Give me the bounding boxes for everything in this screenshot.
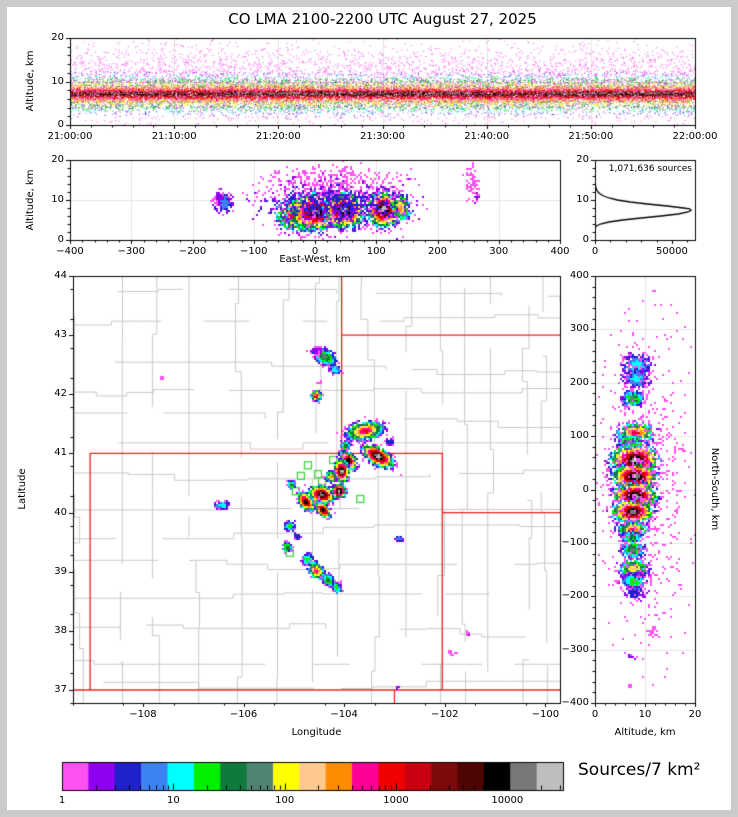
tick-label: 21:00:00 <box>47 131 93 142</box>
tick-label: 1 <box>58 795 66 806</box>
tick-label: −106 <box>229 709 258 720</box>
tick-label: 0 <box>57 234 64 245</box>
tick-label: −300 <box>561 643 589 655</box>
map-x-axis-label: Longitude <box>291 727 342 738</box>
tick-label: −102 <box>431 709 459 720</box>
tick-label: 21:50:00 <box>568 131 614 142</box>
tick-label: 10 <box>638 709 652 720</box>
time-height-y-axis-label: Altitude, km <box>25 50 36 112</box>
tick-label: 20 <box>51 154 64 165</box>
tick-label: 22:00:00 <box>672 131 718 142</box>
tick-label: 21:10:00 <box>151 131 197 142</box>
tick-label: 38 <box>54 624 67 636</box>
tick-label: 39 <box>54 565 67 577</box>
tick-label: 0 <box>591 246 599 257</box>
tick-label: −104 <box>330 709 358 720</box>
tick-label: 10 <box>576 194 589 205</box>
tick-label: 50000 <box>656 246 688 257</box>
tick-label: 0 <box>582 483 589 495</box>
tick-label: 200 <box>569 376 589 388</box>
tick-label: −400 <box>561 697 589 708</box>
ew-panel-y-axis-label: Altitude, km <box>25 169 36 231</box>
tick-label: −200 <box>178 246 207 257</box>
tick-label: 21:40:00 <box>464 131 510 142</box>
tick-label: −100 <box>531 709 560 720</box>
tick-label: −200 <box>561 590 589 602</box>
tick-label: 10 <box>51 194 64 205</box>
tick-label: 400 <box>550 246 570 257</box>
source-count-annotation: 1,071,636 sources <box>608 164 692 174</box>
tick-label: 0 <box>311 246 319 257</box>
tick-label: 300 <box>489 246 509 257</box>
ns-panel-x-axis-label: Altitude, km <box>614 727 676 738</box>
tick-label: 20 <box>576 154 589 165</box>
ns-panel-y-axis-label: North-South, km <box>709 447 720 531</box>
tick-label: 100 <box>569 430 589 442</box>
tick-label: 10 <box>166 795 180 806</box>
tick-label: 300 <box>569 323 589 335</box>
tick-label: 10 <box>51 75 64 87</box>
ew-panel-x-axis-label: East-West, km <box>279 254 351 265</box>
figure-title: CO LMA 2100-2200 UTC August 27, 2025 <box>228 10 537 28</box>
tick-label: −400 <box>56 246 84 257</box>
tick-label: 44 <box>54 270 67 281</box>
tick-label: 43 <box>54 329 67 341</box>
tick-label: 0 <box>591 709 599 720</box>
tick-label: 21:20:00 <box>255 131 301 142</box>
tick-label: 200 <box>427 246 448 257</box>
tick-label: 20 <box>688 709 702 720</box>
colorbar-label: Sources/7 km² <box>578 760 701 780</box>
tick-label: 37 <box>54 683 67 695</box>
tick-label: 1000 <box>383 795 409 806</box>
tick-label: −100 <box>561 536 589 548</box>
tick-label: 100 <box>366 246 386 257</box>
tick-label: −300 <box>117 246 145 257</box>
tick-label: 41 <box>54 447 67 459</box>
tick-label: −108 <box>129 709 157 720</box>
tick-label: −100 <box>240 246 268 257</box>
tick-label: 42 <box>54 388 67 400</box>
map-y-axis-label: Latitude <box>17 468 28 510</box>
tick-label: 10000 <box>491 795 524 806</box>
tick-label: 20 <box>51 32 64 43</box>
tick-label: 400 <box>569 270 589 281</box>
tick-label: 0 <box>57 119 64 130</box>
tick-label: 21:30:00 <box>360 131 405 142</box>
tick-label: 40 <box>54 506 67 518</box>
tick-label: 100 <box>275 795 295 806</box>
tick-label: 0 <box>582 234 589 245</box>
